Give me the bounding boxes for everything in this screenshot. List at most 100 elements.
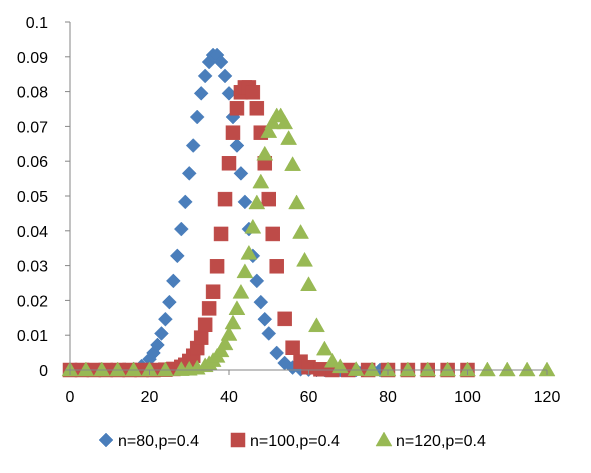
data-point-triangle [363,361,381,377]
x-tick-label: 0 [66,389,75,406]
data-point-triangle [323,352,341,368]
y-tick-label: 0.01 [17,328,48,345]
data-point-triangle [216,335,234,351]
data-point-triangle [439,361,457,377]
data-point-square [205,284,221,299]
data-point-diamond [233,166,249,181]
legend-item: n=80,p=0.4 [98,432,199,450]
x-tick-label: 20 [141,389,159,406]
data-point-diamond [169,248,185,264]
data-point-triangle [109,361,127,377]
data-point-square [209,259,225,274]
data-point-triangle [228,300,246,316]
y-tick-label: 0.02 [17,293,48,310]
legend-label: n=120,p=0.4 [396,433,486,450]
data-point-triangle [240,244,258,260]
data-point-triangle [248,194,266,210]
data-point-triangle [232,283,250,299]
data-point-diamond [177,194,193,210]
data-point-square [285,340,300,355]
data-point-triangle [220,326,238,341]
data-point-triangle [498,361,516,377]
data-point-square [201,301,217,316]
data-point-triangle [538,361,556,377]
data-point-triangle [315,340,333,356]
y-tick-label: 0.04 [17,224,48,241]
data-point-diamond [249,273,265,289]
x-tick-label: 60 [300,389,318,406]
data-point-triangle [156,361,174,377]
data-point-square [277,311,292,327]
data-point-square [213,226,229,242]
data-point-square [249,101,265,116]
x-tick-label: 120 [534,389,561,406]
data-point-triangle [347,361,365,376]
data-point-triangle [260,123,278,138]
data-point-triangle [331,358,349,374]
data-point-triangle [141,361,158,377]
axes-layer: 0 0.01 0.02 0.03 0.04 0.05 0.06 0.07 0.08 0.09 0.1… [17,15,561,406]
x-tick-label: 80 [379,389,397,406]
legend-square-marker [230,432,246,448]
series-triangle [61,107,556,377]
data-point-triangle [419,361,437,377]
data-point-diamond [185,138,201,153]
data-point-triangle [125,361,143,377]
data-point-square [265,226,280,242]
data-point-square [261,191,276,207]
y-tick-label: 0.1 [26,15,48,32]
data-point-diamond [229,138,245,153]
data-point-triangle [518,361,536,377]
data-point-triangle [224,314,242,330]
data-point-triangle [276,114,294,130]
legend-triangle-marker [375,431,393,447]
data-point-diamond [221,85,237,101]
data-point-square [197,317,213,333]
y-tick-label: 0.08 [17,85,48,102]
data-point-diamond [154,326,169,341]
data-point-triangle [288,194,306,210]
data-point-diamond [181,166,197,181]
data-point-square [245,85,261,100]
data-point-triangle [292,224,309,239]
data-point-triangle [244,218,262,234]
data-point-square [229,101,245,116]
data-point-triangle [252,173,270,189]
data-point-triangle [256,145,274,161]
data-point-triangle [300,276,317,291]
data-point-square [269,259,284,274]
data-point-square [193,330,209,345]
data-point-diamond [193,85,209,101]
data-point-square [221,156,237,171]
series-layer [61,47,556,378]
data-point-triangle [308,317,325,333]
data-point-triangle [296,251,313,267]
data-point-square [217,191,233,207]
data-point-diamond [165,273,181,289]
data-point-triangle [284,156,302,171]
y-tick-label: 0.09 [17,50,48,67]
x-tick-label: 40 [220,389,238,406]
y-tick-label: 0.03 [17,259,48,276]
y-tick-label: 0.05 [17,189,48,206]
data-point-triangle [478,361,496,377]
y-tick-label: 0 [39,363,48,380]
data-point-triangle [280,130,298,145]
data-point-diamond [162,294,177,310]
data-point-square [225,125,241,140]
legend-label: n=100,p=0.4 [250,433,340,450]
data-point-triangle [459,361,476,377]
data-point-triangle [93,361,111,377]
data-point-diamond [158,311,173,327]
data-point-diamond [189,109,205,125]
data-point-diamond [150,337,165,353]
legend-item: n=100,p=0.4 [230,432,340,450]
data-point-diamond [253,294,269,310]
data-point-diamond [197,68,213,84]
data-point-triangle [399,361,417,377]
data-point-diamond [213,54,229,70]
data-point-diamond [261,326,277,341]
data-point-triangle [236,263,254,279]
